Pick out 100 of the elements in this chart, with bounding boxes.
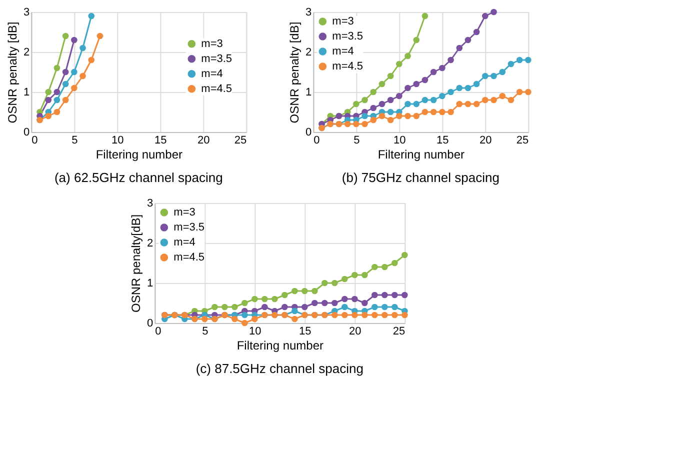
x-tick-label: 15 [299,326,312,338]
point [62,32,69,40]
x-axis-title: Filtering number [378,148,465,162]
point [62,80,69,88]
point [392,260,398,266]
point [342,304,348,310]
legend-label: m=3 [201,38,223,50]
point [387,96,394,104]
point [292,308,298,314]
point [370,116,377,124]
point [482,12,488,20]
point [499,92,506,100]
point [402,292,408,298]
point [71,84,78,92]
point [482,96,488,104]
x-tick-label: 0 [155,326,162,338]
legend-label: m=3.5 [332,30,364,42]
point [62,96,69,104]
point [464,36,472,44]
point [499,68,506,76]
x-tick-label: 20 [480,134,492,146]
y-tick-label: 2 [24,46,30,58]
point [71,36,78,44]
y-tick-label: 2 [306,46,312,58]
x-tick-label: 10 [394,134,406,146]
point [516,88,523,96]
point [232,316,238,322]
point [387,116,394,124]
point [372,304,378,310]
point [404,112,411,120]
point [342,296,348,302]
point [96,32,104,40]
x-tick-label: 5 [72,134,78,146]
point [362,96,368,104]
point [45,112,52,120]
point [54,108,60,116]
point [525,56,532,64]
point [54,88,60,96]
point [262,296,268,302]
point [332,280,338,286]
y-tick-label: 0 [306,126,312,138]
point [508,96,514,104]
point [464,84,472,92]
point [362,300,368,306]
point [439,64,446,72]
y-tick-label: 3 [24,6,30,18]
point [439,108,446,116]
point [372,312,378,318]
legend-label: m=3 [332,16,354,28]
point [382,312,388,318]
point [322,280,328,286]
point [54,64,60,72]
text: (a) 62.5GHz channel spacing [54,170,223,185]
legend-label: m=4 [201,68,223,80]
point [473,28,480,36]
x-tick-label: 0 [314,134,320,146]
point [404,84,411,92]
point [252,296,258,302]
point [362,312,368,318]
point [342,276,348,282]
x-tick-label: 25 [392,326,406,338]
point [344,120,351,128]
point [352,312,358,318]
y-tick-label: 3 [306,6,312,18]
y-tick-label: 1 [24,86,30,98]
point [292,316,298,322]
point [404,100,411,108]
point [413,112,420,120]
point [404,52,411,60]
point [422,108,428,116]
point [362,112,368,120]
point [422,76,428,84]
point [402,312,408,318]
point [448,108,454,116]
text: (b) 75GHz channel spacing [342,170,500,185]
x-tick-label: 20 [198,134,210,146]
point [508,60,514,68]
point [45,96,52,104]
legend-label: m=4 [332,46,354,58]
point [332,312,338,318]
y-tick-label: 3 [147,198,154,210]
point [378,100,386,108]
y-axis-title: OSNR penalty [dB] [288,22,302,124]
point [413,36,420,44]
x-tick-label: 15 [436,134,449,146]
y-tick-label: 0 [24,126,30,138]
point [88,12,95,20]
legend-label: m=4.5 [201,82,232,95]
point [382,304,388,310]
point [302,288,308,294]
point [342,312,348,318]
text: (c) 87.5GHz channel spacing [196,361,364,376]
x-tick-label: 0 [32,134,38,146]
point [396,92,402,100]
point [382,292,388,298]
point [80,44,86,52]
point [430,108,437,116]
point [202,316,208,322]
point [242,320,248,326]
point [272,296,278,302]
